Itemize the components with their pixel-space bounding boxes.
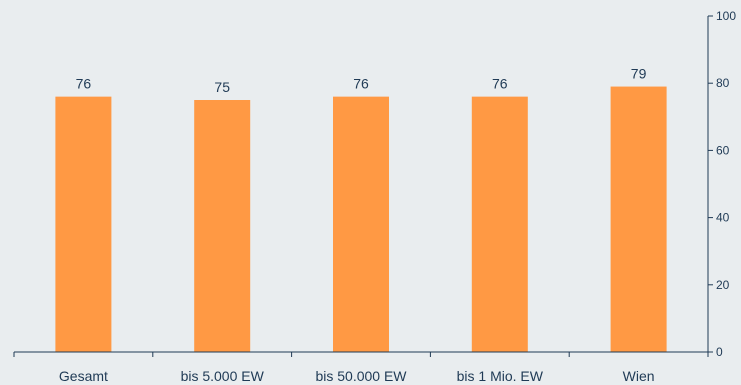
y-axis: 0 20 40 60 80 100 [707, 9, 736, 359]
data-label-3: 76 [492, 76, 508, 92]
y-tick-label-1: 20 [716, 278, 730, 292]
y-tick-label-5: 100 [716, 9, 736, 23]
y-tick-label-4: 80 [716, 76, 730, 90]
category-label-3: bis 1 Mio. EW [457, 368, 544, 384]
y-tick-label-3: 60 [716, 143, 730, 157]
bar-2 [333, 96, 389, 352]
data-label-0: 76 [76, 76, 92, 92]
y-tick-label-2: 40 [716, 211, 730, 225]
category-label-1: bis 5.000 EW [181, 368, 265, 384]
bar-4 [610, 86, 667, 352]
bar-3 [471, 96, 528, 352]
category-label-4: Wien [623, 368, 655, 384]
data-labels-group: 76 75 76 76 79 [76, 66, 647, 95]
data-label-2: 76 [353, 76, 369, 92]
category-label-0: Gesamt [59, 368, 108, 384]
category-label-2: bis 50.000 EW [315, 368, 407, 384]
x-axis: Gesamt bis 5.000 EW bis 50.000 EW bis 1 Mio… [13, 351, 709, 384]
data-label-4: 79 [631, 66, 647, 82]
data-label-1: 75 [214, 79, 230, 95]
y-tick-label-0: 0 [716, 345, 723, 359]
bars-group [55, 86, 667, 352]
bar-0 [55, 96, 112, 352]
bar-1 [194, 100, 251, 352]
